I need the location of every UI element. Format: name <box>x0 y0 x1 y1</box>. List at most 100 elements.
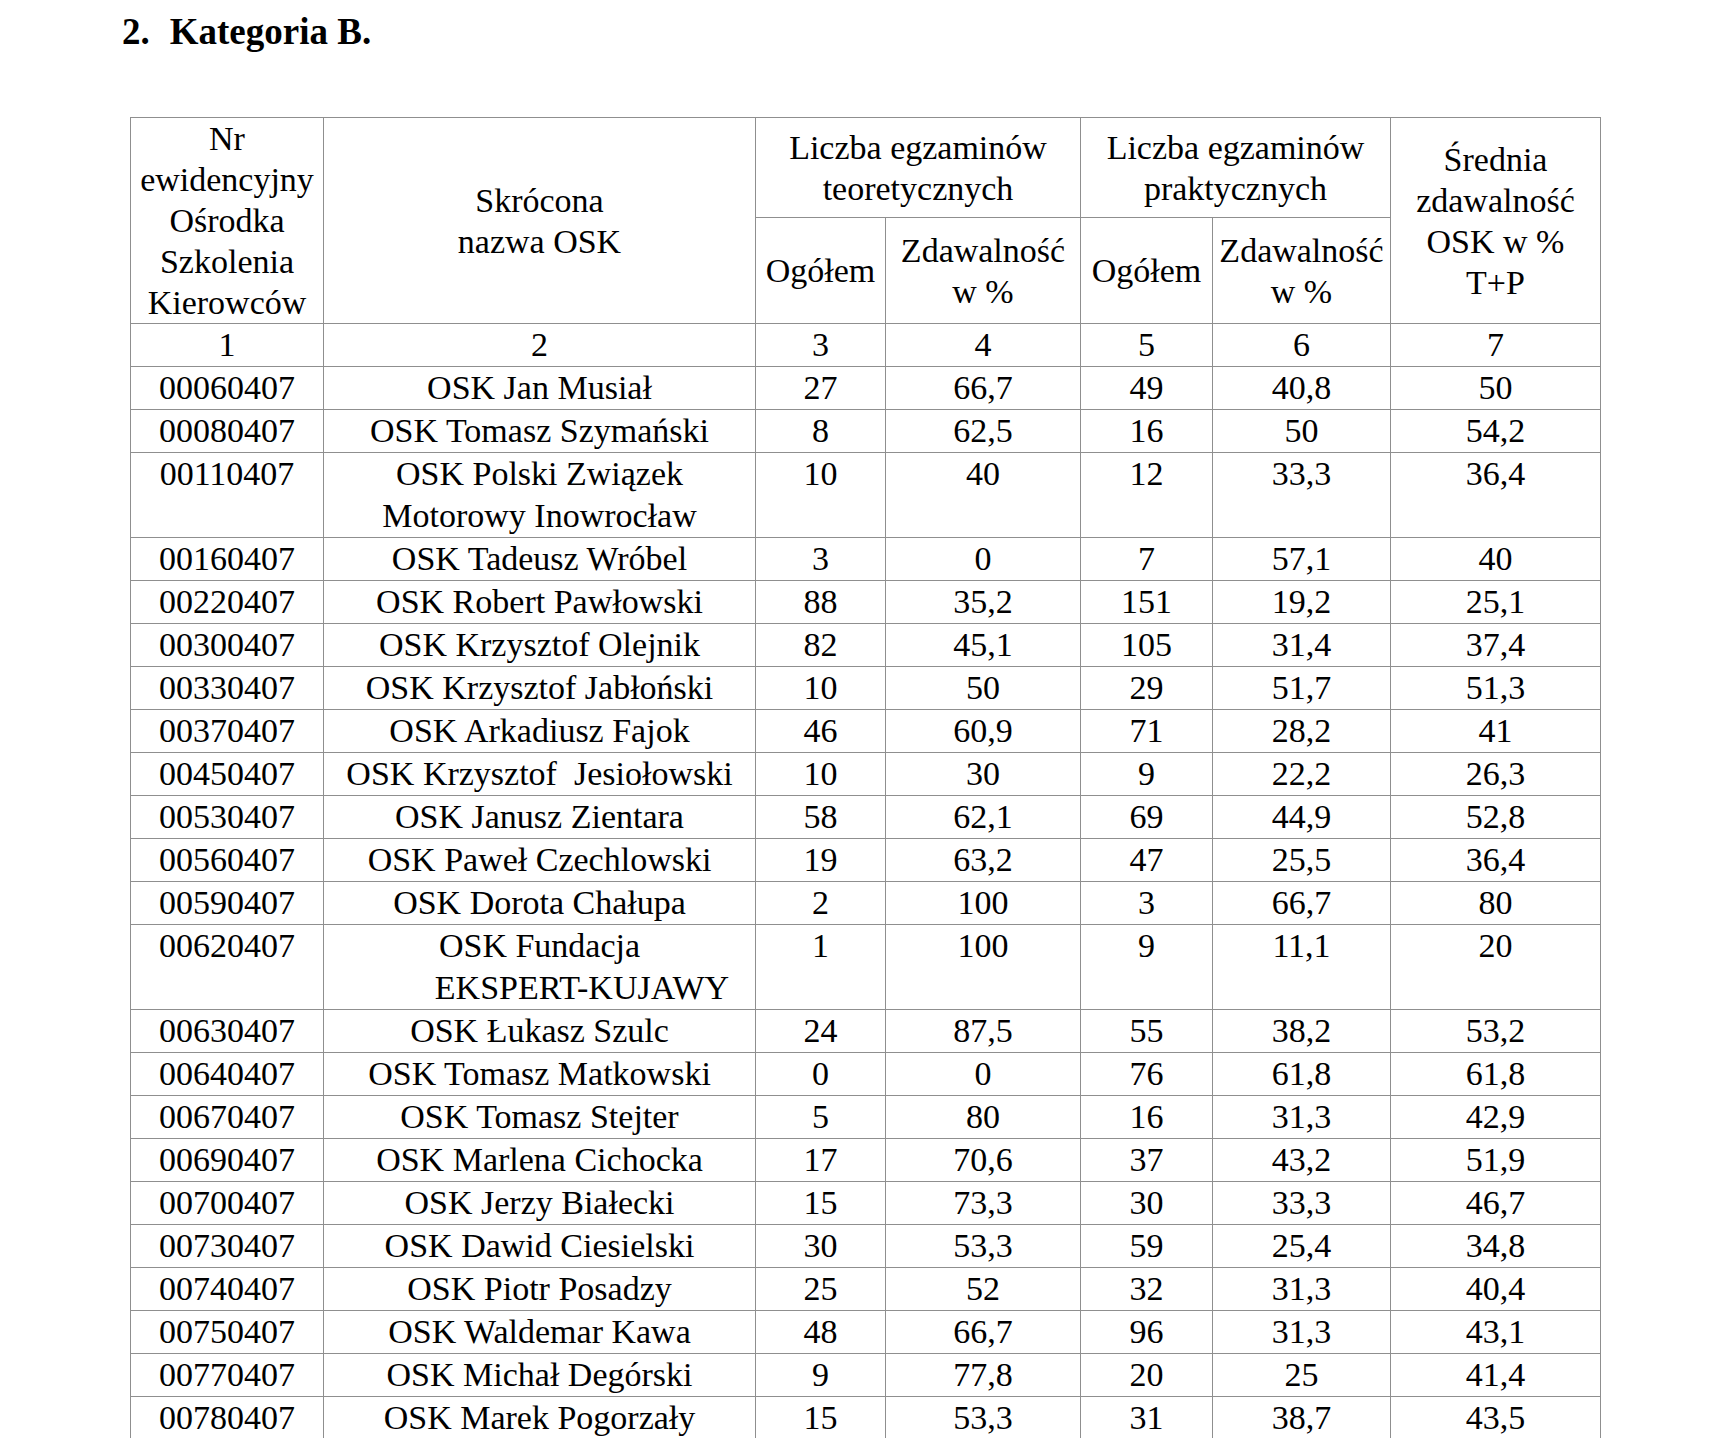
average-pass-rate-cell: 52,8 <box>1391 796 1601 839</box>
osk-id-cell: 00590407 <box>131 882 324 925</box>
table-row: 00750407 OSK Waldemar Kawa 48 66,7 96 31… <box>131 1311 1601 1354</box>
column-number: 3 <box>756 324 886 367</box>
theory-pass-rate-cell: 53,3 <box>886 1225 1081 1268</box>
theory-pass-rate-cell: 53,3 <box>886 1397 1081 1438</box>
theory-pass-rate-cell: 66,7 <box>886 367 1081 410</box>
theory-total-cell: 9 <box>756 1354 886 1397</box>
practice-pass-rate-cell: 25,4 <box>1213 1225 1391 1268</box>
practice-pass-rate-cell: 28,2 <box>1213 710 1391 753</box>
osk-name-cell: OSK Waldemar Kawa <box>324 1311 756 1354</box>
osk-name-cell: OSK Tomasz Szymański <box>324 410 756 453</box>
osk-id-cell: 00640407 <box>131 1053 324 1096</box>
osk-id-cell: 00770407 <box>131 1354 324 1397</box>
column-number: 2 <box>324 324 756 367</box>
table-row: 00370407 OSK Arkadiusz Fajok 46 60,9 71 … <box>131 710 1601 753</box>
theory-total-cell: 82 <box>756 624 886 667</box>
practice-pass-rate-cell: 31,3 <box>1213 1096 1391 1139</box>
table-header: Nr ewidencyjny Ośrodka Szkolenia Kierowc… <box>131 118 1601 324</box>
table-row: 00740407 OSK Piotr Posadzy 25 52 32 31,3… <box>131 1268 1601 1311</box>
header-group-practice-exams: Liczba egzaminów praktycznych <box>1081 118 1391 218</box>
average-pass-rate-cell: 43,1 <box>1391 1311 1601 1354</box>
osk-id-cell: 00750407 <box>131 1311 324 1354</box>
practice-pass-rate-cell: 33,3 <box>1213 1182 1391 1225</box>
page-title-text: Kategoria B. <box>170 10 371 53</box>
table-row: 00620407 OSK Fundacja EKSPERT-KUJAWY 1 1… <box>131 925 1601 1010</box>
osk-id-cell: 00530407 <box>131 796 324 839</box>
column-number: 6 <box>1213 324 1391 367</box>
practice-total-cell: 47 <box>1081 839 1213 882</box>
practice-total-cell: 49 <box>1081 367 1213 410</box>
header-theory-total: Ogółem <box>756 218 886 324</box>
theory-total-cell: 48 <box>756 1311 886 1354</box>
average-pass-rate-cell: 25,1 <box>1391 581 1601 624</box>
table-row: 00330407 OSK Krzysztof Jabłoński 10 50 2… <box>131 667 1601 710</box>
theory-pass-rate-cell: 45,1 <box>886 624 1081 667</box>
header-average-pass-rate: Średnia zdawalność OSK w % T+P <box>1391 118 1601 324</box>
theory-total-cell: 3 <box>756 538 886 581</box>
osk-name-cell: OSK Jan Musiał <box>324 367 756 410</box>
osk-id-cell: 00300407 <box>131 624 324 667</box>
osk-id-cell: 00620407 <box>131 925 324 1010</box>
table-body: 1 2 3 4 5 6 7 00060407 OSK Jan Musiał 27… <box>131 324 1601 1438</box>
column-number: 5 <box>1081 324 1213 367</box>
theory-total-cell: 19 <box>756 839 886 882</box>
table-row: 00730407 OSK Dawid Ciesielski 30 53,3 59… <box>131 1225 1601 1268</box>
column-numbers-row: 1 2 3 4 5 6 7 <box>131 324 1601 367</box>
average-pass-rate-cell: 46,7 <box>1391 1182 1601 1225</box>
page-title-number: 2. <box>122 10 150 53</box>
theory-pass-rate-cell: 100 <box>886 925 1081 1010</box>
theory-pass-rate-cell: 52 <box>886 1268 1081 1311</box>
header-osk-name: Skrócona nazwa OSK <box>324 118 756 324</box>
osk-id-cell: 00690407 <box>131 1139 324 1182</box>
table-row: 00780407 OSK Marek Pogorzały 15 53,3 31 … <box>131 1397 1601 1438</box>
theory-pass-rate-cell: 0 <box>886 538 1081 581</box>
theory-total-cell: 0 <box>756 1053 886 1096</box>
osk-name-cell: OSK Polski Związek Motorowy Inowrocław <box>324 453 756 538</box>
practice-total-cell: 16 <box>1081 410 1213 453</box>
theory-total-cell: 1 <box>756 925 886 1010</box>
column-number: 7 <box>1391 324 1601 367</box>
osk-name-cell: OSK Tomasz Stejter <box>324 1096 756 1139</box>
table-row: 00590407 OSK Dorota Chałupa 2 100 3 66,7… <box>131 882 1601 925</box>
theory-total-cell: 15 <box>756 1182 886 1225</box>
osk-id-cell: 00370407 <box>131 710 324 753</box>
practice-pass-rate-cell: 38,7 <box>1213 1397 1391 1438</box>
practice-pass-rate-cell: 11,1 <box>1213 925 1391 1010</box>
theory-pass-rate-cell: 40 <box>886 453 1081 538</box>
osk-name-cell: OSK Arkadiusz Fajok <box>324 710 756 753</box>
practice-total-cell: 32 <box>1081 1268 1213 1311</box>
table-row: 00690407 OSK Marlena Cichocka 17 70,6 37… <box>131 1139 1601 1182</box>
table-row: 00060407 OSK Jan Musiał 27 66,7 49 40,8 … <box>131 367 1601 410</box>
practice-total-cell: 30 <box>1081 1182 1213 1225</box>
header-osk-id: Nr ewidencyjny Ośrodka Szkolenia Kierowc… <box>131 118 324 324</box>
practice-total-cell: 9 <box>1081 925 1213 1010</box>
average-pass-rate-cell: 37,4 <box>1391 624 1601 667</box>
average-pass-rate-cell: 26,3 <box>1391 753 1601 796</box>
page-title: 2. Kategoria B. <box>122 10 371 53</box>
osk-name-cell: OSK Łukasz Szulc <box>324 1010 756 1053</box>
practice-pass-rate-cell: 40,8 <box>1213 367 1391 410</box>
theory-total-cell: 88 <box>756 581 886 624</box>
practice-pass-rate-cell: 19,2 <box>1213 581 1391 624</box>
practice-total-cell: 71 <box>1081 710 1213 753</box>
table-row: 00670407 OSK Tomasz Stejter 5 80 16 31,3… <box>131 1096 1601 1139</box>
theory-total-cell: 46 <box>756 710 886 753</box>
average-pass-rate-cell: 36,4 <box>1391 453 1601 538</box>
table-row: 00630407 OSK Łukasz Szulc 24 87,5 55 38,… <box>131 1010 1601 1053</box>
theory-total-cell: 10 <box>756 667 886 710</box>
practice-pass-rate-cell: 22,2 <box>1213 753 1391 796</box>
theory-pass-rate-cell: 70,6 <box>886 1139 1081 1182</box>
practice-total-cell: 59 <box>1081 1225 1213 1268</box>
theory-total-cell: 10 <box>756 453 886 538</box>
practice-pass-rate-cell: 25 <box>1213 1354 1391 1397</box>
osk-name-cell: OSK Tomasz Matkowski <box>324 1053 756 1096</box>
theory-pass-rate-cell: 100 <box>886 882 1081 925</box>
theory-total-cell: 17 <box>756 1139 886 1182</box>
osk-name-cell: OSK Marek Pogorzały <box>324 1397 756 1438</box>
osk-name-cell: OSK Tadeusz Wróbel <box>324 538 756 581</box>
average-pass-rate-cell: 41 <box>1391 710 1601 753</box>
osk-id-cell: 00670407 <box>131 1096 324 1139</box>
average-pass-rate-cell: 51,3 <box>1391 667 1601 710</box>
header-theory-pass-rate: Zdawalność w % <box>886 218 1081 324</box>
practice-pass-rate-cell: 31,4 <box>1213 624 1391 667</box>
